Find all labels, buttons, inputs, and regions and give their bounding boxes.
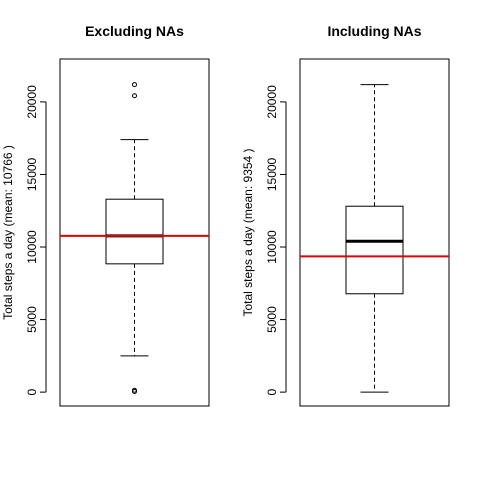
y-tick-label: 10000: [265, 230, 279, 264]
y-axis-label: Total steps a day (mean: 9354 ): [241, 148, 255, 316]
panel-excluding-nas: Excluding NAs 0 5000 10000 15000 20000 Total s…: [1, 23, 210, 407]
iqr-box: [345, 205, 404, 295]
chart-title: Including NAs: [327, 23, 421, 39]
y-tick-label: 15000: [265, 157, 279, 191]
y-tick-label: 0: [265, 388, 279, 395]
panel-including-nas: Including NAs 0 5000 10000 15000 20000 Total s…: [241, 23, 450, 407]
iqr-box: [105, 198, 164, 265]
y-tick-label: 5000: [25, 306, 39, 333]
outlier-point: [132, 82, 137, 88]
y-tick-label: 20000: [25, 85, 39, 119]
y-tick-label: 5000: [265, 306, 279, 333]
y-axis-label: Total steps a day (mean: 10766 ): [1, 145, 15, 320]
outlier-point: [132, 387, 137, 393]
plot-frame: [59, 58, 210, 407]
outlier-point: [132, 93, 137, 99]
y-tick-label: 20000: [265, 85, 279, 119]
plot-frame: [299, 58, 450, 407]
y-tick-label: 0: [25, 388, 39, 395]
y-tick-label: 15000: [25, 157, 39, 191]
y-tick-label: 10000: [25, 230, 39, 264]
chart-title: Excluding NAs: [85, 23, 184, 39]
